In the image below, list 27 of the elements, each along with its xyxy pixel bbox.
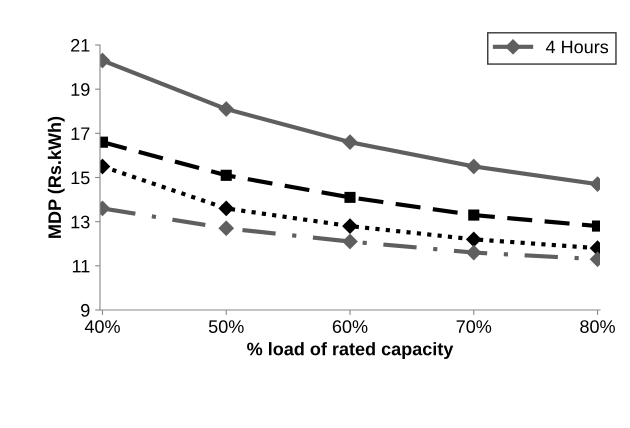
y-tick-label: 21 bbox=[71, 38, 90, 52]
point bbox=[342, 134, 358, 150]
point bbox=[220, 170, 232, 181]
point bbox=[218, 220, 234, 236]
y-tick-label: 9 bbox=[81, 304, 90, 317]
point bbox=[342, 234, 358, 250]
point bbox=[218, 200, 234, 216]
y-tick-label: 13 bbox=[72, 216, 90, 228]
x-tick-label: 70% bbox=[456, 320, 492, 333]
point bbox=[218, 101, 234, 117]
y-tick-label: 19 bbox=[72, 83, 90, 96]
x-tick-label: 60% bbox=[332, 320, 368, 333]
point bbox=[466, 232, 482, 247]
point bbox=[468, 209, 480, 221]
x-tick-label: 80% bbox=[580, 320, 615, 333]
legend-label: 4 Hours bbox=[546, 40, 608, 54]
x-axis-title: % load of rated capacity bbox=[247, 342, 454, 359]
point bbox=[466, 245, 482, 260]
x-tick-label: 40% bbox=[84, 320, 120, 333]
y-axis-title: MDP (Rs.kWh) bbox=[48, 116, 65, 238]
y-tick-label: 17 bbox=[72, 127, 90, 140]
x-tick-label: 50% bbox=[208, 320, 244, 333]
y-tick-label: 11 bbox=[72, 260, 90, 272]
point bbox=[342, 218, 358, 234]
point bbox=[466, 158, 482, 174]
y-tick-label: 15 bbox=[72, 172, 90, 184]
point bbox=[344, 192, 356, 203]
